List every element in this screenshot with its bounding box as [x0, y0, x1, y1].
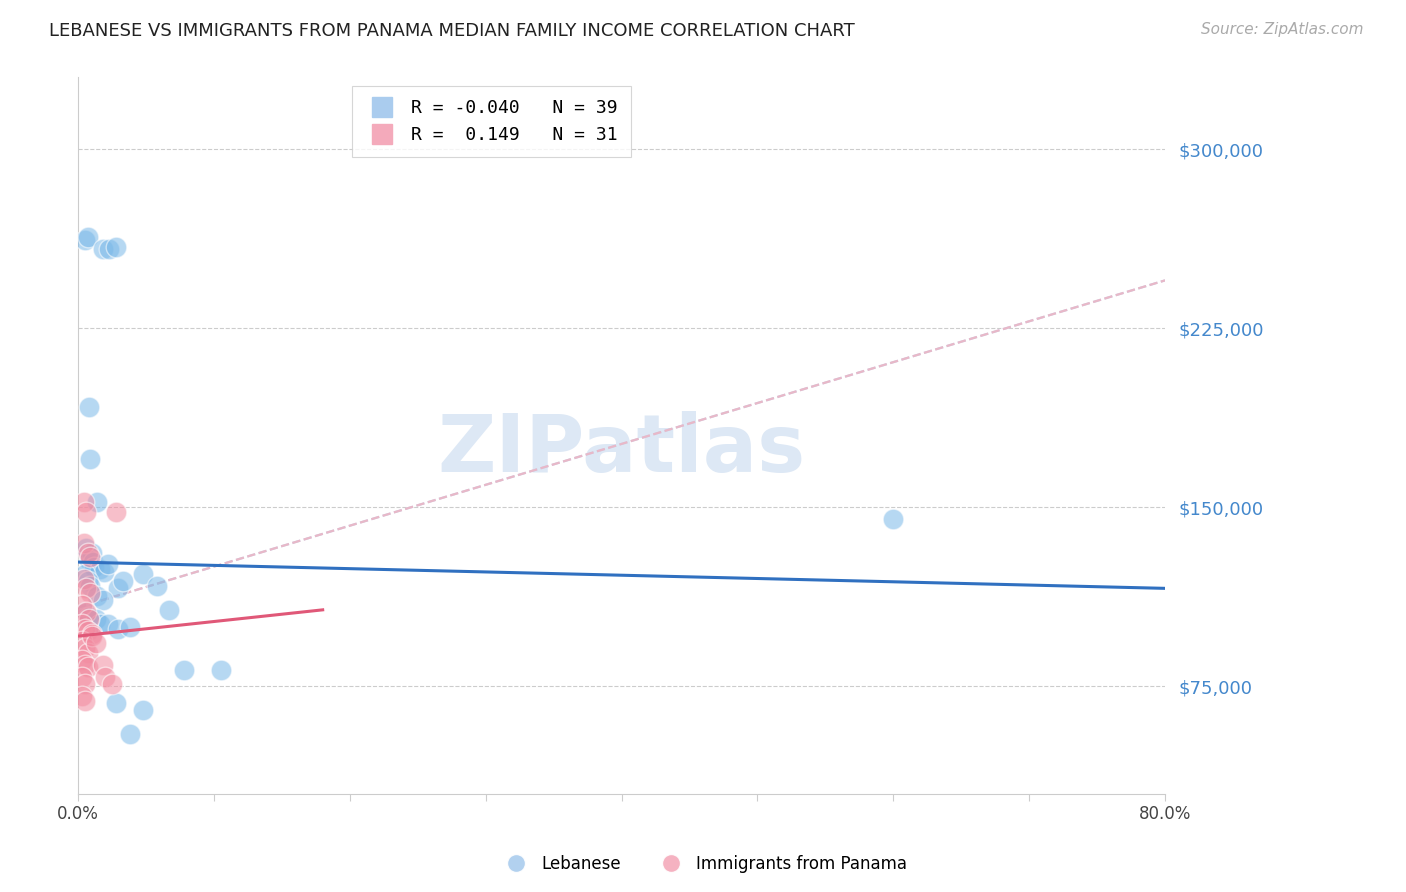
Point [73, 567, 96, 582]
Point [107, 622, 129, 636]
Point [79, 579, 101, 593]
Point [73, 677, 96, 691]
Point [70, 598, 93, 612]
Text: LEBANESE VS IMMIGRANTS FROM PANAMA MEDIAN FAMILY INCOME CORRELATION CHART: LEBANESE VS IMMIGRANTS FROM PANAMA MEDIA… [49, 22, 855, 40]
Point [73, 641, 96, 656]
Point [118, 727, 141, 741]
Point [80, 626, 103, 640]
Point [73, 693, 96, 707]
Point [75, 505, 97, 519]
Point [94, 670, 117, 684]
Point [76, 574, 98, 589]
Point [84, 636, 107, 650]
Point [118, 619, 141, 633]
Text: Source: ZipAtlas.com: Source: ZipAtlas.com [1201, 22, 1364, 37]
Point [86, 495, 108, 509]
Point [132, 567, 155, 582]
Legend: Lebanese, Immigrants from Panama: Lebanese, Immigrants from Panama [492, 848, 914, 880]
Point [91, 657, 114, 672]
Point [72, 495, 94, 509]
Point [157, 603, 180, 617]
Point [101, 677, 124, 691]
Point [98, 243, 121, 257]
Point [76, 646, 98, 660]
Point [80, 629, 103, 643]
Point [84, 612, 107, 626]
Point [146, 579, 169, 593]
Point [82, 555, 104, 569]
Point [107, 582, 129, 596]
Point [70, 689, 93, 703]
Point [89, 617, 111, 632]
Point [77, 612, 100, 626]
Point [77, 552, 100, 566]
Point [79, 550, 101, 565]
Point [75, 541, 97, 555]
Point [79, 452, 101, 467]
Legend: R = -0.040   N = 39, R =  0.149   N = 31: R = -0.040 N = 39, R = 0.149 N = 31 [352, 87, 630, 157]
Point [209, 663, 232, 677]
Point [77, 610, 100, 624]
Point [91, 243, 114, 257]
Point [73, 657, 96, 672]
Point [79, 586, 101, 600]
Point [76, 230, 98, 244]
Point [72, 572, 94, 586]
Point [111, 574, 134, 589]
Point [105, 505, 128, 519]
Text: ZIPatlas: ZIPatlas [437, 411, 806, 489]
Point [105, 696, 128, 710]
Point [91, 593, 114, 607]
Point [83, 560, 105, 574]
Point [76, 624, 98, 639]
Point [75, 605, 97, 619]
Point [76, 545, 98, 559]
Point [73, 605, 96, 619]
Point [73, 622, 96, 636]
Point [97, 617, 120, 632]
Point [72, 536, 94, 550]
Point [89, 562, 111, 576]
Point [75, 582, 97, 596]
Point [80, 545, 103, 559]
Point [93, 565, 115, 579]
Point [105, 240, 128, 254]
Point [132, 703, 155, 717]
Point [76, 660, 98, 674]
Point [70, 670, 93, 684]
Point [70, 653, 93, 667]
Point [97, 558, 120, 572]
Point [70, 633, 93, 648]
Point [70, 617, 93, 632]
Point [73, 233, 96, 247]
Point [86, 589, 108, 603]
Point [77, 400, 100, 414]
Point [882, 512, 904, 526]
Point [173, 663, 195, 677]
